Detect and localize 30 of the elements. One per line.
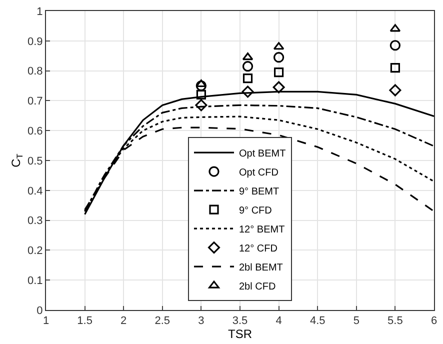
y-tick-label: 0 [36, 304, 43, 317]
x-tick-label: 2.5 [154, 315, 170, 328]
x-tick-label: 5 [353, 315, 360, 328]
y-tick-label: 0.3 [28, 215, 43, 228]
y-tick-label: 0.1 [28, 274, 43, 287]
x-tick-label: 4 [276, 315, 282, 328]
legend-label: 12° CFD [239, 243, 278, 254]
x-tick-label: 3 [198, 315, 204, 328]
legend-label: Opt CFD [239, 167, 278, 178]
y-tick-label: 0.8 [28, 66, 43, 78]
x-tick-label: 5.5 [388, 315, 403, 328]
legend-label: 9° CFD [239, 205, 272, 216]
legend-label: 9° BEMT [239, 186, 280, 198]
legend-label: 12° BEMT [239, 224, 285, 236]
y-tick-label: 0.6 [28, 125, 43, 138]
x-tick-label: 3.5 [232, 315, 248, 328]
x-tick-label: 6 [430, 315, 438, 328]
x-axis-title: TSR [228, 327, 252, 342]
legend-label: 2bl BEMT [239, 262, 283, 274]
legend-label: 2bl CFD [239, 281, 276, 292]
legend-label: Opt BEMT [239, 148, 286, 160]
y-tick-label: 0.7 [28, 96, 43, 108]
y-tick-label: 0.2 [28, 245, 43, 258]
x-tick-label: 4.5 [310, 315, 326, 328]
y-tick-label: 1 [36, 6, 43, 18]
x-tick-label: 1.5 [77, 315, 92, 328]
y-tick-label: 0.9 [28, 36, 43, 48]
y-tick-label: 0.4 [28, 185, 43, 198]
x-tick-label: 2 [120, 315, 127, 328]
y-tick-label: 0.5 [28, 155, 43, 168]
